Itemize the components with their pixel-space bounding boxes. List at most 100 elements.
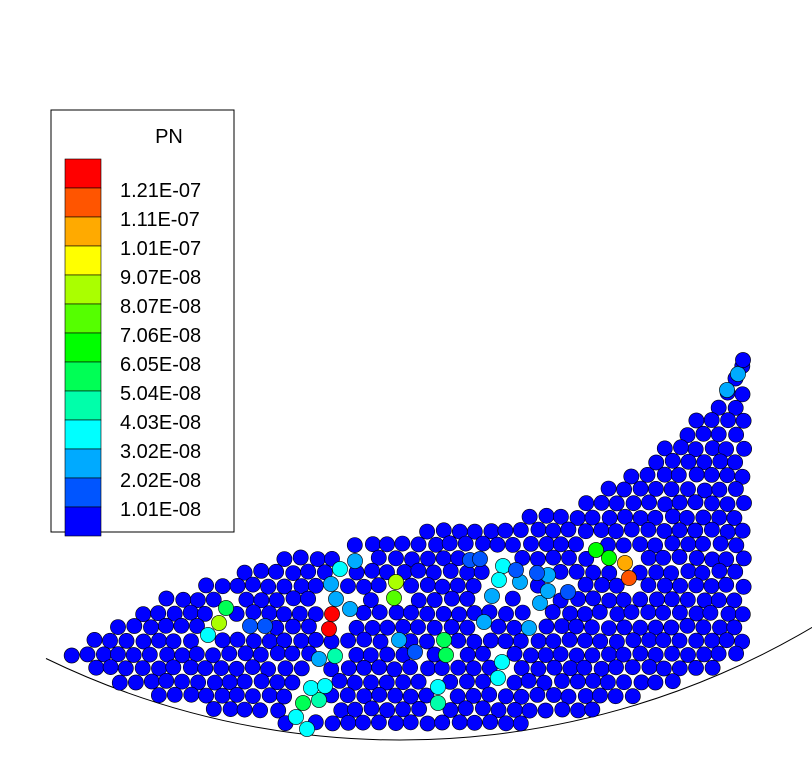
particle: [410, 619, 426, 635]
particle: [625, 495, 642, 512]
particle: [245, 604, 262, 621]
particle: [465, 688, 482, 704]
particle-highlighted: [484, 588, 500, 604]
particle: [340, 714, 357, 731]
particle: [641, 494, 657, 511]
particle: [728, 481, 744, 497]
particle: [183, 686, 200, 703]
particle: [63, 647, 80, 664]
particle-highlighted: [601, 550, 617, 566]
particle: [568, 563, 585, 580]
particle: [594, 577, 610, 593]
particle: [591, 604, 608, 620]
particle: [189, 592, 206, 608]
particle: [696, 454, 713, 470]
particle-highlighted: [430, 695, 446, 711]
particle: [475, 645, 491, 662]
particle: [197, 660, 214, 677]
particle: [623, 604, 640, 620]
particle: [363, 700, 380, 717]
particle: [624, 688, 641, 705]
particle: [585, 673, 601, 689]
particle: [561, 550, 577, 566]
particle: [632, 591, 649, 608]
particle: [545, 522, 561, 539]
legend-label: 5.04E-08: [120, 383, 201, 405]
particle: [601, 620, 617, 636]
particle-highlighted: [508, 562, 524, 578]
particle: [726, 592, 743, 609]
particle: [538, 618, 555, 635]
particle: [584, 509, 601, 526]
particle: [269, 674, 286, 691]
particle: [419, 523, 435, 540]
particle: [641, 659, 658, 675]
particle: [229, 578, 246, 594]
particle: [585, 564, 601, 581]
particle: [568, 647, 585, 664]
particle: [261, 687, 278, 704]
particle: [340, 660, 357, 676]
particle: [174, 673, 190, 690]
particle: [727, 563, 744, 580]
particle: [726, 510, 743, 526]
particle: [625, 632, 642, 649]
particle: [711, 481, 728, 498]
particle: [632, 480, 649, 497]
particle: [188, 646, 205, 662]
particle: [554, 673, 570, 689]
particle: [562, 660, 579, 677]
particle: [206, 674, 223, 691]
particle: [379, 619, 396, 636]
particle: [687, 494, 704, 511]
particle: [688, 550, 705, 566]
particle: [228, 687, 245, 703]
particle: [560, 688, 577, 705]
particle: [640, 550, 657, 566]
particle: [497, 633, 514, 650]
particle: [214, 687, 231, 704]
particle: [331, 673, 348, 689]
particle: [719, 382, 735, 398]
particle: [236, 673, 253, 690]
particle-highlighted: [494, 654, 510, 670]
particle: [482, 632, 499, 649]
particle-highlighted: [257, 618, 273, 634]
particle: [457, 700, 474, 717]
particle: [664, 535, 681, 552]
particle: [260, 661, 276, 677]
particle: [410, 673, 427, 690]
particle: [670, 467, 687, 483]
particle: [568, 618, 585, 635]
legend-swatch: [64, 187, 102, 218]
particle: [640, 577, 657, 593]
particle: [506, 674, 523, 691]
particle-highlighted: [347, 553, 363, 569]
particle: [449, 577, 466, 594]
particle: [292, 549, 309, 566]
particle: [664, 452, 681, 469]
particle: [673, 439, 689, 456]
particle: [718, 576, 735, 593]
legend-swatch: [64, 274, 102, 305]
particle: [348, 619, 365, 636]
particle: [663, 481, 680, 498]
particle: [158, 673, 175, 689]
particle: [704, 440, 721, 456]
particle: [371, 686, 388, 703]
particle: [672, 577, 688, 594]
particle: [632, 645, 649, 662]
legend-label: 9.07E-08: [120, 267, 201, 289]
particle: [371, 659, 388, 676]
particle-highlighted: [388, 574, 404, 590]
particle: [523, 536, 539, 552]
particle: [449, 688, 466, 705]
particle: [647, 537, 663, 554]
particle: [410, 562, 427, 579]
particle: [346, 537, 363, 553]
legend-swatch: [64, 506, 102, 537]
particle: [512, 633, 529, 649]
particle-highlighted: [218, 600, 234, 616]
particle: [214, 578, 231, 595]
particle: [523, 647, 539, 664]
